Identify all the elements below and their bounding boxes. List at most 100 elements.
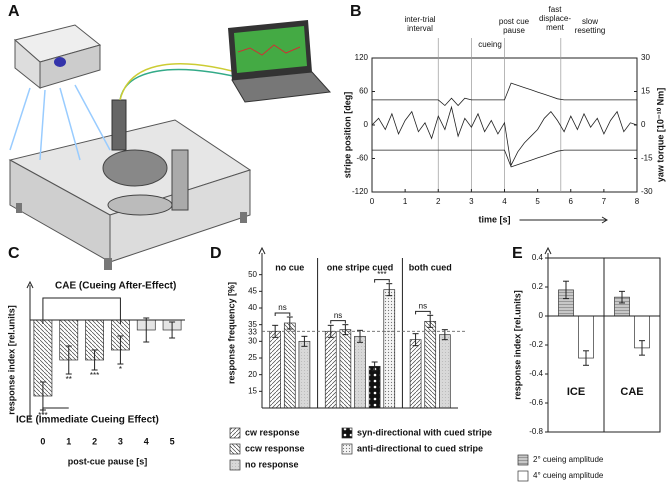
annotation: resetting <box>575 26 606 35</box>
y2-tick-label: 15 <box>641 87 650 96</box>
significance: *** <box>38 411 47 420</box>
y-tick-label: -120 <box>352 187 369 196</box>
x-tick-label: 7 <box>602 197 607 206</box>
significance: *** <box>90 371 99 380</box>
annotation: cueing <box>478 40 502 49</box>
annotation: CAE (Cueing After-Effect) <box>55 281 176 292</box>
bar <box>298 340 311 409</box>
x-tick-label: 1 <box>66 436 71 446</box>
legend-label: cw response <box>245 427 300 437</box>
bar <box>383 289 396 409</box>
annotation: post cue <box>499 17 530 26</box>
y-axis-label: response frequency [%] <box>226 282 236 384</box>
panel-label: D <box>210 245 222 262</box>
annotation: inter-trial <box>404 15 435 24</box>
y-axis-label: stripe position [deg] <box>342 92 352 179</box>
y-tick-label: 60 <box>359 87 368 96</box>
legend-swatch <box>341 443 353 455</box>
y-tick-label: 15 <box>248 386 257 395</box>
x-tick-label: 0 <box>40 436 45 446</box>
x-tick-label: 0 <box>370 197 375 206</box>
y-tick-label: 0.2 <box>532 282 544 291</box>
bracket <box>42 407 69 414</box>
axis-arrow <box>544 246 552 255</box>
x-tick-label: 5 <box>535 197 540 206</box>
bracket <box>42 297 121 324</box>
annotation: ICE (Immediate Cueing Effect) <box>16 415 159 426</box>
bar <box>439 334 451 409</box>
x-tick-label: 4 <box>144 436 149 446</box>
bar <box>283 322 296 409</box>
reference-label: 33 <box>248 327 257 336</box>
significance-bracket <box>274 312 291 316</box>
bar <box>409 339 422 409</box>
y-axis-label: response index [rel.units] <box>6 305 16 415</box>
axis-arrow <box>258 246 266 255</box>
y-tick-label: -0.8 <box>529 427 543 436</box>
legend-swatch <box>517 470 529 482</box>
x-tick-label: 5 <box>170 436 175 446</box>
significance: *** <box>377 270 386 279</box>
y-tick-label: 50 <box>248 270 257 279</box>
significance: ns <box>334 311 342 320</box>
significance: ** <box>66 375 72 384</box>
setup-illustration <box>8 20 332 270</box>
y2-tick-label: -30 <box>641 187 653 196</box>
y-axis-label: response index [rel.units] <box>512 290 522 400</box>
x-tick-label: 2 <box>92 436 97 446</box>
legend-label: anti-directional to cued stripe <box>357 443 483 453</box>
legend-swatch <box>229 443 241 455</box>
panel-label: A <box>8 3 20 20</box>
y-tick-label: -60 <box>356 154 368 163</box>
y-tick-label: 35 <box>248 320 257 329</box>
axis-arrow <box>519 216 608 224</box>
y-tick-label: 0.4 <box>532 253 544 262</box>
annotation: slow <box>582 17 598 26</box>
y2-tick-label: 30 <box>641 53 650 62</box>
y-tick-label: 0 <box>364 120 369 129</box>
y-tick-label: 20 <box>248 370 257 379</box>
bar <box>269 330 281 409</box>
legend-label: syn-directional with cued stripe <box>357 427 492 437</box>
annotation: interval <box>407 24 433 33</box>
panel-label: C <box>8 245 20 262</box>
y-tick-label: 25 <box>248 353 257 362</box>
panel-label: B <box>350 3 362 20</box>
significance-bracket <box>330 320 346 324</box>
panel-label: E <box>512 245 523 262</box>
significance-bracket <box>374 279 390 283</box>
legend-swatch <box>341 427 353 439</box>
y-tick-label: 30 <box>248 336 257 345</box>
bar <box>368 365 381 409</box>
legend-label: no response <box>245 459 299 469</box>
bar <box>354 335 366 409</box>
x-tick-label: 4 <box>502 197 507 206</box>
annotation: fast <box>549 5 563 14</box>
y2-tick-label: 0 <box>641 120 646 129</box>
y-axis-label: yaw torque [10⁻¹⁰ Nm] <box>655 88 665 182</box>
annotation: pause <box>503 26 525 35</box>
legend-label: 2° cueing amplitude <box>533 455 604 464</box>
y2-tick-label: -15 <box>641 154 653 163</box>
x-tick-label: 2 <box>436 197 441 206</box>
y-tick-label: -0.6 <box>529 398 543 407</box>
x-axis-label: time [s] <box>478 214 510 224</box>
trace <box>371 105 638 167</box>
category-label: ICE <box>567 386 585 398</box>
significance: ns <box>419 301 427 310</box>
group-label: one stripe cued <box>327 262 394 272</box>
legend-swatch <box>229 459 241 471</box>
bar <box>339 329 352 409</box>
bar <box>324 330 337 409</box>
significance-bracket <box>415 310 431 315</box>
y-tick-label: -0.4 <box>529 369 543 378</box>
bar <box>424 320 437 409</box>
axis-arrow <box>26 280 34 289</box>
x-tick-label: 3 <box>469 197 474 206</box>
legend-swatch <box>517 454 529 466</box>
x-tick-label: 6 <box>569 197 574 206</box>
x-axis-label: post-cue pause [s] <box>68 456 148 466</box>
group-label: both cued <box>409 262 452 272</box>
group-label: no cue <box>275 262 304 272</box>
